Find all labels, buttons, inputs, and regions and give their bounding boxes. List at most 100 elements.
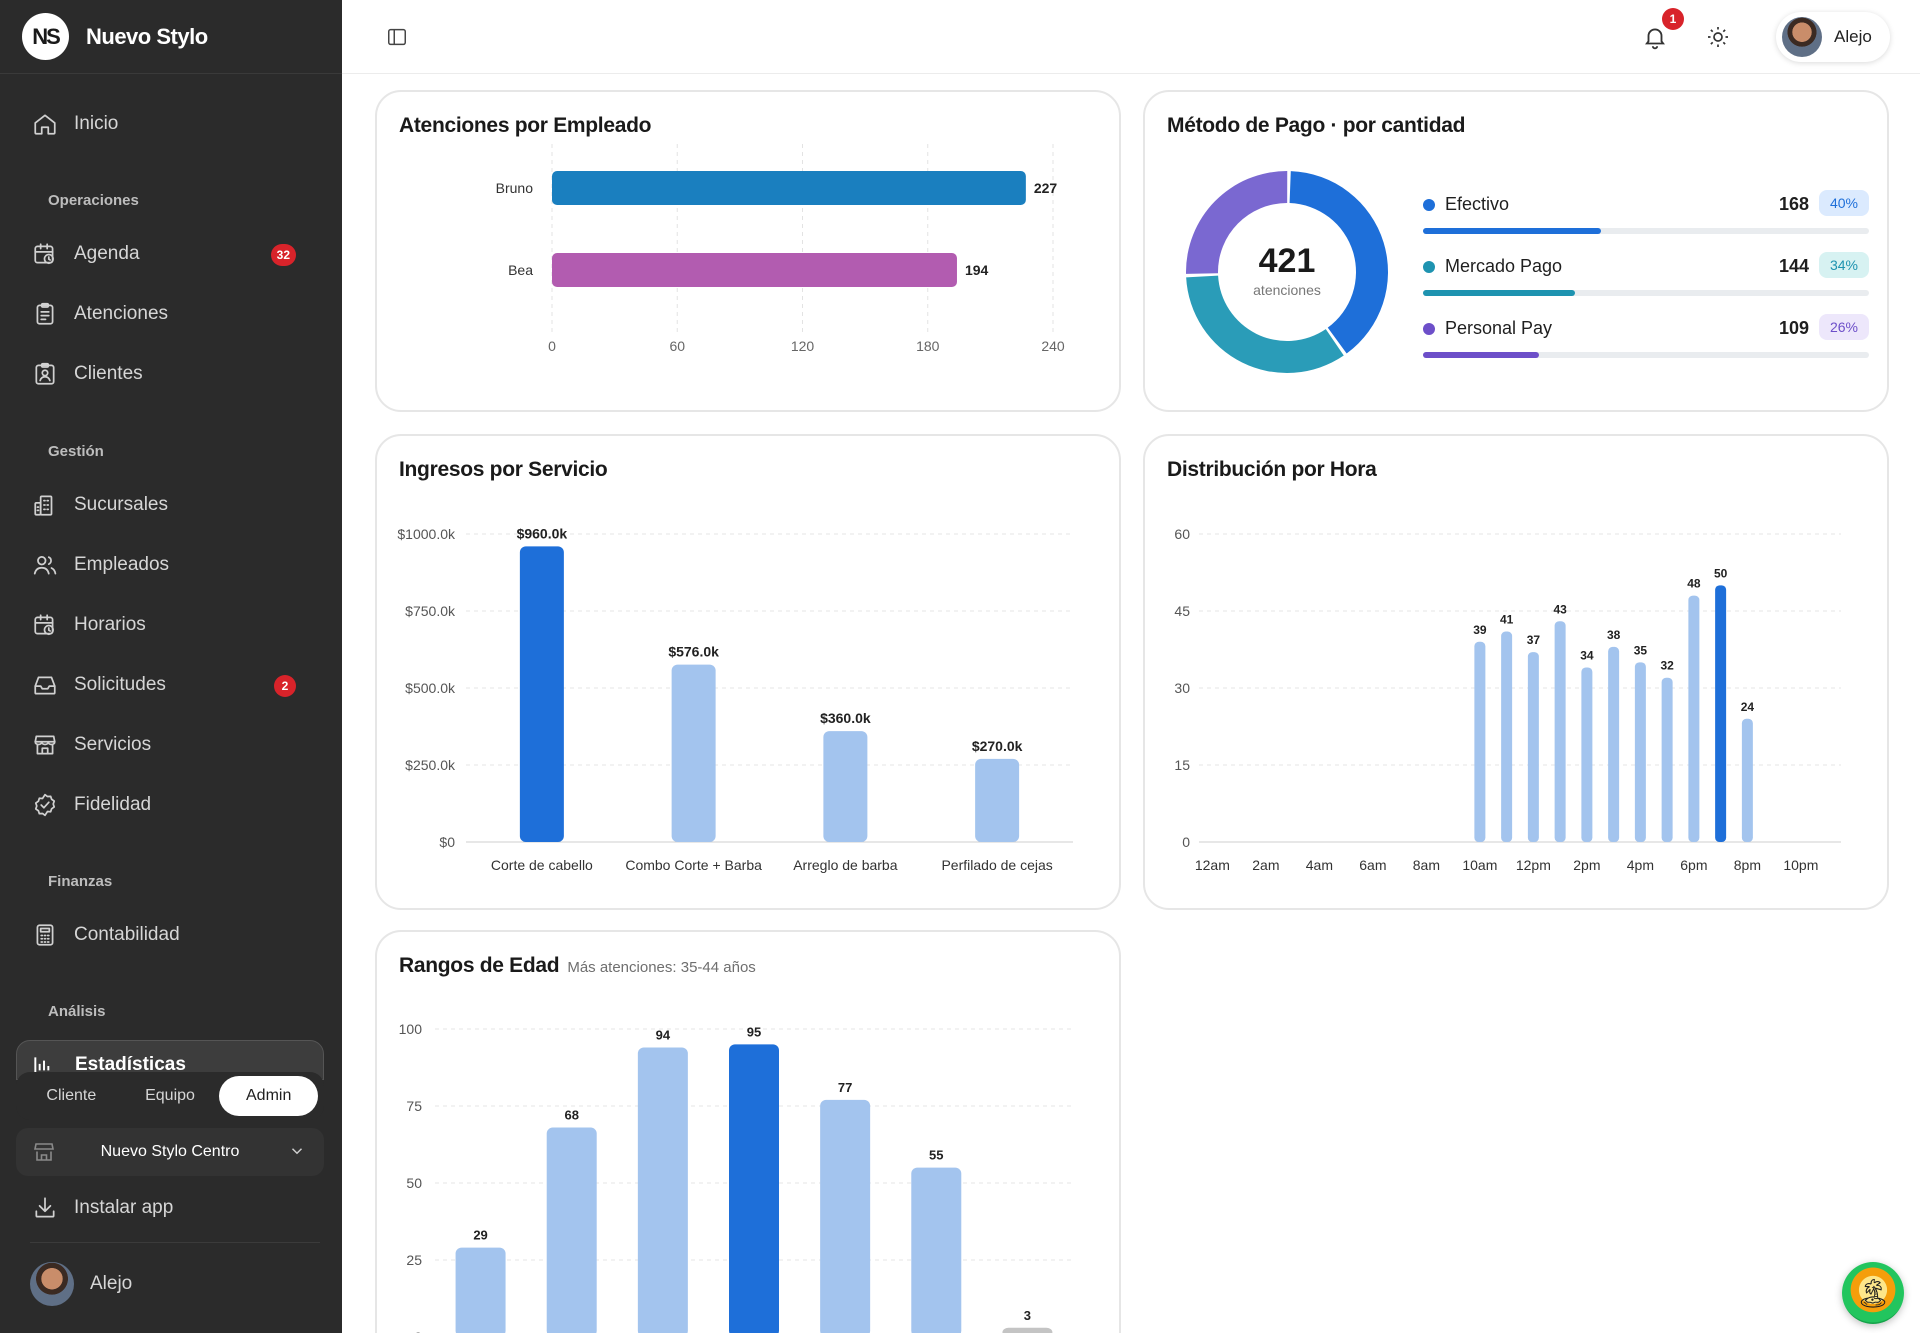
store-icon	[30, 730, 60, 760]
payment-percent: 26%	[1819, 314, 1869, 340]
sidebar-item-empleados[interactable]: Empleados	[30, 547, 320, 583]
notifications-button[interactable]	[1642, 24, 1668, 55]
sidebar-item-fidelidad[interactable]: Fidelidad	[30, 787, 320, 823]
x-tick-label: 10am	[1462, 857, 1497, 873]
sidebar-item-label: Inicio	[74, 113, 119, 134]
donut-slice-efectivo	[1289, 171, 1388, 354]
x-tick-label: 180	[916, 338, 940, 354]
calculator-icon	[30, 920, 60, 950]
bar	[455, 1247, 506, 1333]
sidebar-item-contabilidad[interactable]: Contabilidad	[30, 917, 320, 953]
bar	[1634, 662, 1646, 842]
sidebar-item-inicio[interactable]: Inicio	[30, 106, 320, 142]
brand-name: Nuevo Stylo	[86, 24, 208, 49]
bar	[820, 1099, 871, 1333]
theme-toggle-button[interactable]	[1706, 25, 1730, 54]
bar	[1474, 641, 1486, 842]
sidebar-item-label: Horarios	[74, 614, 146, 635]
install-app-button[interactable]: Instalar app	[30, 1190, 320, 1226]
sidebar: NS Nuevo Stylo Inicio Operaciones Agenda…	[0, 0, 342, 1333]
x-tick-label: 6pm	[1680, 857, 1707, 873]
data-label: 55	[929, 1148, 943, 1163]
sidebar-item-sucursales[interactable]: Sucursales	[30, 487, 320, 523]
calendar-clock-icon	[30, 239, 60, 269]
building-icon	[30, 490, 60, 520]
payment-row-efectivo: Efectivo 168 40%	[1423, 190, 1869, 242]
y-tick-label: 25	[406, 1252, 422, 1268]
y-tick-label: $0	[439, 834, 455, 850]
x-tick-label: 240	[1041, 338, 1065, 354]
view-option-admin[interactable]: Admin	[219, 1076, 319, 1116]
section-label-operaciones: Operaciones	[48, 192, 139, 209]
data-label: 95	[747, 1024, 761, 1039]
sidebar-item-agenda[interactable]: Agenda 32	[30, 236, 320, 272]
x-tick-label: 2pm	[1573, 857, 1600, 873]
progress-fill	[1423, 228, 1602, 234]
users-icon	[30, 550, 60, 580]
chart-distribucion-hora: 0 15 30 45 60 39 41 37 43 34 38 35 32 48 50 24 12am 2am 4a…	[1174, 526, 1841, 873]
sidebar-user-name: Alejo	[90, 1273, 133, 1294]
sidebar-item-horarios[interactable]: Horarios	[30, 607, 320, 643]
payment-percent: 40%	[1819, 190, 1869, 216]
data-label: 227	[1034, 180, 1058, 196]
x-tick-label: 2am	[1252, 857, 1279, 873]
sidebar-item-atenciones[interactable]: Atenciones	[30, 296, 320, 332]
x-tick-label: 8am	[1413, 857, 1440, 873]
x-tick-label: 0	[548, 338, 556, 354]
data-label: 39	[1473, 623, 1487, 637]
assistant-fab-button[interactable]: 🏝	[1842, 1262, 1904, 1324]
data-label: 50	[1714, 566, 1728, 580]
user-menu-button[interactable]: Alejo	[1776, 12, 1890, 62]
bar	[911, 1167, 962, 1333]
card-title: Distribución por Hora	[1167, 458, 1377, 481]
branch-select[interactable]: Nuevo Stylo Centro	[16, 1128, 324, 1176]
y-tick-label: Bruno	[496, 180, 534, 196]
bar	[975, 758, 1020, 842]
data-label: 29	[473, 1228, 487, 1243]
store-icon	[32, 1140, 56, 1169]
card-title-text: Rangos de Edad	[399, 954, 560, 977]
bar	[1581, 667, 1593, 842]
card-title: Rangos de Edad Más atenciones: 35-44 años	[399, 954, 756, 978]
bar	[1715, 585, 1727, 842]
bar	[1501, 631, 1513, 842]
bar	[823, 731, 868, 842]
install-app-label: Instalar app	[74, 1197, 174, 1218]
data-label: 94	[656, 1027, 671, 1042]
sidebar-user[interactable]: Alejo	[30, 1262, 132, 1306]
y-tick-label: 0	[414, 1329, 422, 1333]
section-label-finanzas: Finanzas	[48, 873, 113, 890]
legend-dot	[1423, 261, 1435, 273]
x-tick-label: 8pm	[1734, 857, 1761, 873]
bar	[1741, 718, 1753, 842]
chevron-down-icon	[288, 1142, 306, 1165]
payment-row-mercado-pago: Mercado Pago 144 34%	[1423, 252, 1869, 304]
view-option-cliente[interactable]: Cliente	[46, 1087, 97, 1104]
bar	[546, 1127, 597, 1333]
bar	[729, 1044, 779, 1333]
payment-value: 168	[1778, 194, 1809, 214]
sidebar-item-servicios[interactable]: Servicios	[30, 727, 320, 763]
payment-percent: 34%	[1819, 252, 1869, 278]
sidebar-toggle-button[interactable]	[386, 26, 408, 48]
brand-logo[interactable]: NS	[22, 13, 69, 60]
x-tick-label: 12am	[1195, 857, 1230, 873]
data-label: 194	[965, 262, 989, 278]
sidebar-item-label: Solicitudes	[74, 674, 166, 695]
x-tick-label: 60	[669, 338, 685, 354]
payment-value: 109	[1778, 318, 1809, 338]
x-tick-label: 4am	[1306, 857, 1333, 873]
chart-metodo-pago	[1186, 171, 1388, 374]
card-atenciones-empleado: Atenciones por Empleado 0 60 120 180 240 Brun…	[375, 90, 1121, 412]
avatar	[1782, 17, 1822, 57]
sidebar-item-label: Estadísticas	[75, 1054, 186, 1075]
x-tick-label: Combo Corte + Barba	[625, 857, 762, 873]
sidebar-item-clientes[interactable]: Clientes	[30, 356, 320, 392]
panel-left-icon	[388, 28, 406, 46]
card-rangos-edad: Rangos de Edad Más atenciones: 35-44 años…	[375, 930, 1121, 1333]
y-tick-label: $750.0k	[405, 603, 456, 619]
card-ingresos-servicio: Ingresos por Servicio $0 $250.0k $500.0k $7…	[375, 434, 1121, 910]
top-bar: 1 Alejo	[342, 0, 1920, 74]
sidebar-item-solicitudes[interactable]: Solicitudes 2	[30, 667, 320, 703]
view-option-equipo[interactable]: Equipo	[145, 1087, 195, 1104]
